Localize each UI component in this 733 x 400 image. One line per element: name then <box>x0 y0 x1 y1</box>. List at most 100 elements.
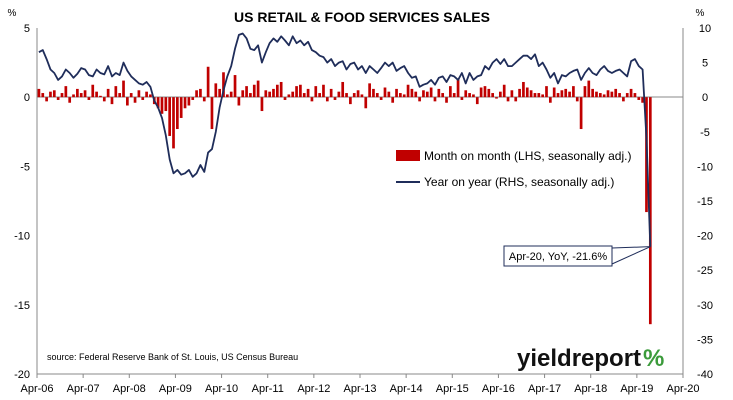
mom-bar <box>518 88 521 98</box>
mom-bar <box>126 97 129 106</box>
mom-bar <box>606 90 610 98</box>
mom-bar <box>176 97 179 130</box>
x-tick-label: Apr-14 <box>390 383 423 395</box>
yieldreport-logo: yieldreport % <box>517 345 664 372</box>
legend: Month on month (LHS, seasonally adj.) Ye… <box>396 149 631 189</box>
callout-leader-line-2 <box>611 246 651 265</box>
mom-bar <box>414 91 418 98</box>
x-tick-label: Apr-16 <box>482 383 515 395</box>
mom-bar <box>395 88 398 98</box>
mom-bar <box>406 84 410 98</box>
mom-bar <box>241 90 245 98</box>
mom-bar <box>625 93 629 98</box>
mom-bar <box>199 88 202 98</box>
legend-label-mom: Month on month (LHS, seasonally adj.) <box>424 149 631 163</box>
mom-bar <box>487 88 491 98</box>
chart-title: US RETAIL & FOOD SERVICES SALES <box>234 9 490 25</box>
mom-bar <box>648 97 652 325</box>
mom-bar <box>548 97 552 103</box>
mom-bar <box>506 97 510 102</box>
left-tick-label: -5 <box>20 161 30 173</box>
mom-bar <box>41 93 45 98</box>
mom-bar <box>68 97 72 103</box>
legend-label-yoy: Year on year (RHS, seasonally adj.) <box>424 175 614 189</box>
mom-bar <box>310 97 314 102</box>
mom-bar <box>91 84 95 98</box>
x-tick-label: Apr-07 <box>67 383 100 395</box>
mom-bar <box>491 93 495 98</box>
mom-bar <box>533 93 537 98</box>
right-tick-label: -5 <box>700 127 710 139</box>
mom-bar <box>364 97 368 109</box>
mom-bar <box>452 93 456 98</box>
mom-bar <box>329 88 333 98</box>
callout-annotation: Apr-20, YoY, -21.6% <box>503 245 651 267</box>
source-note: source: Federal Reserve Bank of St. Loui… <box>47 352 298 362</box>
mom-bar <box>237 97 241 106</box>
mom-bar <box>168 97 172 136</box>
right-tick-label: -25 <box>697 265 713 277</box>
left-axis-ticks: 5 0 -5 -10 -15 -20 <box>14 23 30 381</box>
x-tick-label: Apr-20 <box>666 383 699 395</box>
mom-bar <box>76 88 79 98</box>
mom-bar <box>425 91 429 98</box>
mom-bar <box>287 94 291 98</box>
mom-bar <box>372 88 375 98</box>
mom-bar <box>333 97 337 100</box>
mom-bar <box>87 97 91 100</box>
mom-bar <box>579 97 583 130</box>
x-tick-label: Apr-12 <box>297 383 330 395</box>
mom-bar <box>195 90 198 98</box>
right-tick-label: -10 <box>697 161 713 173</box>
mom-bar <box>306 88 310 98</box>
mom-bar <box>218 88 221 98</box>
mom-bar <box>45 97 48 102</box>
mom-bar <box>214 83 218 98</box>
mom-bar <box>191 97 195 100</box>
mom-bar <box>456 79 460 98</box>
mom-bar <box>160 97 164 114</box>
mom-bar <box>291 91 295 98</box>
mom-bar <box>422 90 425 98</box>
mom-bar <box>206 66 210 98</box>
right-tick-label: -20 <box>697 231 713 243</box>
x-tick-label: Apr-17 <box>528 383 561 395</box>
mom-bar <box>183 97 187 109</box>
mom-bar <box>141 97 145 100</box>
mom-bar <box>556 93 560 98</box>
mom-bar <box>568 91 571 98</box>
mom-bar <box>379 97 383 100</box>
mom-bar <box>622 97 625 102</box>
mom-bar <box>149 94 152 98</box>
x-tick-label: Apr-13 <box>343 383 376 395</box>
mom-bar <box>495 97 498 99</box>
mom-bar <box>545 86 548 98</box>
mom-bar <box>95 91 98 98</box>
mom-bar <box>260 97 264 112</box>
mom-bar <box>172 97 175 149</box>
mom-bar <box>64 86 68 98</box>
mom-bar <box>595 91 598 98</box>
mom-bar <box>368 83 371 98</box>
mom-bar <box>337 91 341 98</box>
mom-bar <box>441 93 445 98</box>
mom-bar <box>118 93 122 98</box>
mom-bar <box>429 87 433 98</box>
mom-bar <box>272 88 275 98</box>
mom-bar <box>637 97 641 100</box>
callout-box <box>503 245 613 267</box>
x-axis-ticks: Apr-06 Apr-07 Apr-08 Apr-09 Apr-10 Apr-11 Apr-… <box>20 374 700 395</box>
mom-bar <box>641 97 644 103</box>
left-tick-label: -10 <box>14 231 30 243</box>
callout-label: Apr-20, YoY, -21.6% <box>509 251 607 263</box>
mom-bar <box>464 90 468 98</box>
mom-bar <box>283 97 287 100</box>
left-tick-label: -15 <box>14 300 30 312</box>
x-tick-label: Apr-15 <box>436 383 469 395</box>
left-tick-label: 0 <box>24 92 30 104</box>
x-tick-label: Apr-11 <box>252 383 284 395</box>
mom-bar <box>49 91 52 98</box>
mom-bar <box>383 87 387 98</box>
mom-bar <box>460 97 464 100</box>
mom-bar <box>410 88 414 98</box>
